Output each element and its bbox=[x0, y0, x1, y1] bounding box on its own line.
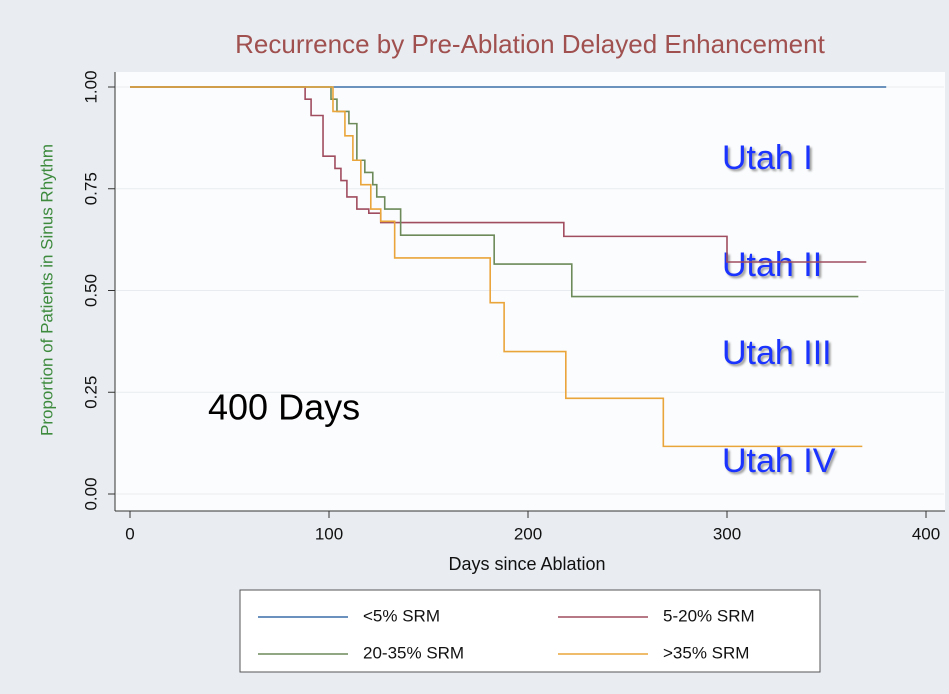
x-tick-label: 400 bbox=[912, 524, 940, 543]
x-tick-label: 0 bbox=[125, 524, 134, 543]
legend-label: 5-20% SRM bbox=[663, 606, 755, 625]
km-line bbox=[130, 86, 859, 298]
y-axis-label: Proportion of Patients in Sinus Rhythm bbox=[37, 144, 56, 436]
km-line bbox=[130, 86, 863, 448]
annotation: Utah II bbox=[722, 246, 822, 284]
x-tick-label: 300 bbox=[713, 524, 741, 543]
annotation: Utah I bbox=[722, 139, 813, 177]
y-tick-label: 0.00 bbox=[81, 477, 100, 510]
legend-label: 20-35% SRM bbox=[363, 643, 464, 662]
km-line bbox=[130, 86, 867, 263]
y-tick-label: 1.00 bbox=[81, 70, 100, 103]
annotation: Utah III bbox=[722, 334, 832, 372]
chart-title: Recurrence by Pre-Ablation Delayed Enhan… bbox=[235, 29, 825, 59]
x-axis-label: Days since Ablation bbox=[448, 554, 605, 574]
plot-area bbox=[115, 72, 945, 511]
x-tick-label: 100 bbox=[315, 524, 343, 543]
y-tick-label: 0.50 bbox=[81, 274, 100, 307]
legend-label: <5% SRM bbox=[363, 606, 440, 625]
annotation: 400 Days bbox=[208, 387, 360, 428]
legend-label: >35% SRM bbox=[663, 643, 749, 662]
x-tick-label: 200 bbox=[514, 524, 542, 543]
y-tick-label: 0.75 bbox=[81, 172, 100, 205]
y-tick-label: 0.25 bbox=[81, 376, 100, 409]
legend bbox=[239, 589, 821, 673]
annotations: Utah I Utah II Utah III Utah IV bbox=[722, 139, 836, 480]
annotation: Utah IV bbox=[722, 442, 836, 480]
